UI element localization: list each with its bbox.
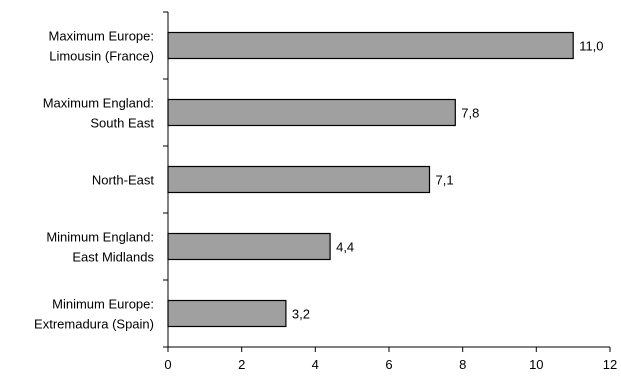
- x-tick-label: 10: [529, 357, 543, 372]
- data-label: 11,0: [579, 39, 603, 54]
- data-label: 4,4: [336, 240, 354, 255]
- x-ticks-group: 0 2 4 6 8 10 12: [164, 347, 617, 372]
- bar: [167, 165, 431, 194]
- value-labels-group: 11,0 7,8 7,1 4,4 3,2: [292, 39, 604, 322]
- x-tick-label: 2: [238, 357, 245, 372]
- x-tick-label: 4: [312, 357, 319, 372]
- category-label: North-East: [92, 173, 155, 188]
- data-label: 7,8: [461, 106, 479, 121]
- category-labels-group: Maximum Europe: Limousin (France) Maximum …: [34, 29, 154, 332]
- category-label: Minimum Europe: Extremadura (Spain): [34, 297, 154, 332]
- category-label: Minimum England: East Midlands: [46, 230, 154, 265]
- x-tick-label: 6: [385, 357, 392, 372]
- data-label: 3,2: [292, 307, 310, 322]
- data-label: 7,1: [436, 173, 454, 188]
- x-tick-label: 0: [164, 357, 171, 372]
- category-label: Maximum England: South East: [43, 96, 155, 131]
- bar: [167, 232, 331, 261]
- x-tick-label: 12: [603, 357, 617, 372]
- bar: [167, 31, 574, 60]
- bars-group: [167, 31, 574, 328]
- y-ticks-group: [163, 11, 168, 348]
- category-label: Maximum Europe: Limousin (France): [49, 29, 154, 64]
- bar: [167, 299, 287, 328]
- x-tick-label: 8: [459, 357, 466, 372]
- bar: [167, 98, 456, 127]
